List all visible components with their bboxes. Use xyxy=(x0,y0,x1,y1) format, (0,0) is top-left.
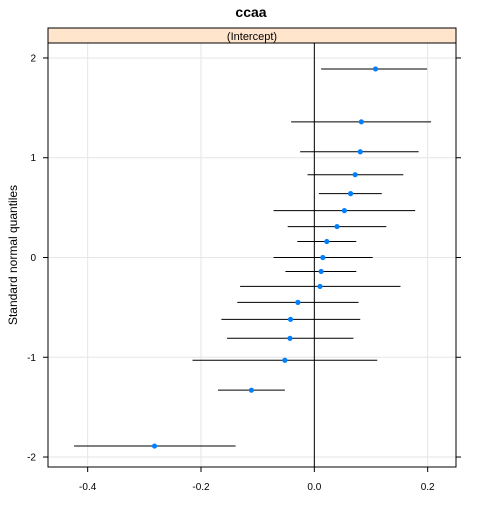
data-point xyxy=(348,191,354,197)
data-point xyxy=(334,223,340,230)
y-tick-label: -1 xyxy=(27,353,36,364)
panel-strip-label: (Intercept) xyxy=(227,31,277,43)
chart-title: ccaa xyxy=(235,4,266,20)
data-point xyxy=(320,254,326,261)
y-axis-label: Standard normal quantiles xyxy=(6,185,20,325)
data-point xyxy=(287,335,293,341)
x-tick-label: 0.0 xyxy=(307,482,321,493)
x-axis: -0.4 -0.2 0.0 0.2 xyxy=(79,467,435,493)
estimate-points xyxy=(151,66,379,449)
x-tick-label: -0.2 xyxy=(192,482,210,493)
data-point xyxy=(372,66,379,72)
data-point xyxy=(248,387,255,393)
y-tick-label: 1 xyxy=(30,153,36,164)
panel-border xyxy=(47,42,457,468)
data-point xyxy=(295,299,301,305)
data-point xyxy=(282,357,288,363)
x-tick-label: 0.2 xyxy=(421,482,435,493)
data-point xyxy=(357,149,363,155)
y-tick-label: 2 xyxy=(30,53,36,64)
y-tick-label: -2 xyxy=(27,453,36,464)
data-point xyxy=(317,283,323,290)
grid xyxy=(48,43,456,467)
data-point xyxy=(352,172,358,178)
data-point xyxy=(324,238,330,245)
data-point xyxy=(287,316,294,322)
data-point xyxy=(358,119,364,125)
data-point xyxy=(151,443,158,449)
x-tick-label: -0.4 xyxy=(79,482,97,493)
y-tick-label: 0 xyxy=(30,253,36,264)
data-point xyxy=(318,268,324,275)
data-point xyxy=(341,208,347,214)
y-axis: 2 1 0 -1 -2 xyxy=(27,53,461,464)
